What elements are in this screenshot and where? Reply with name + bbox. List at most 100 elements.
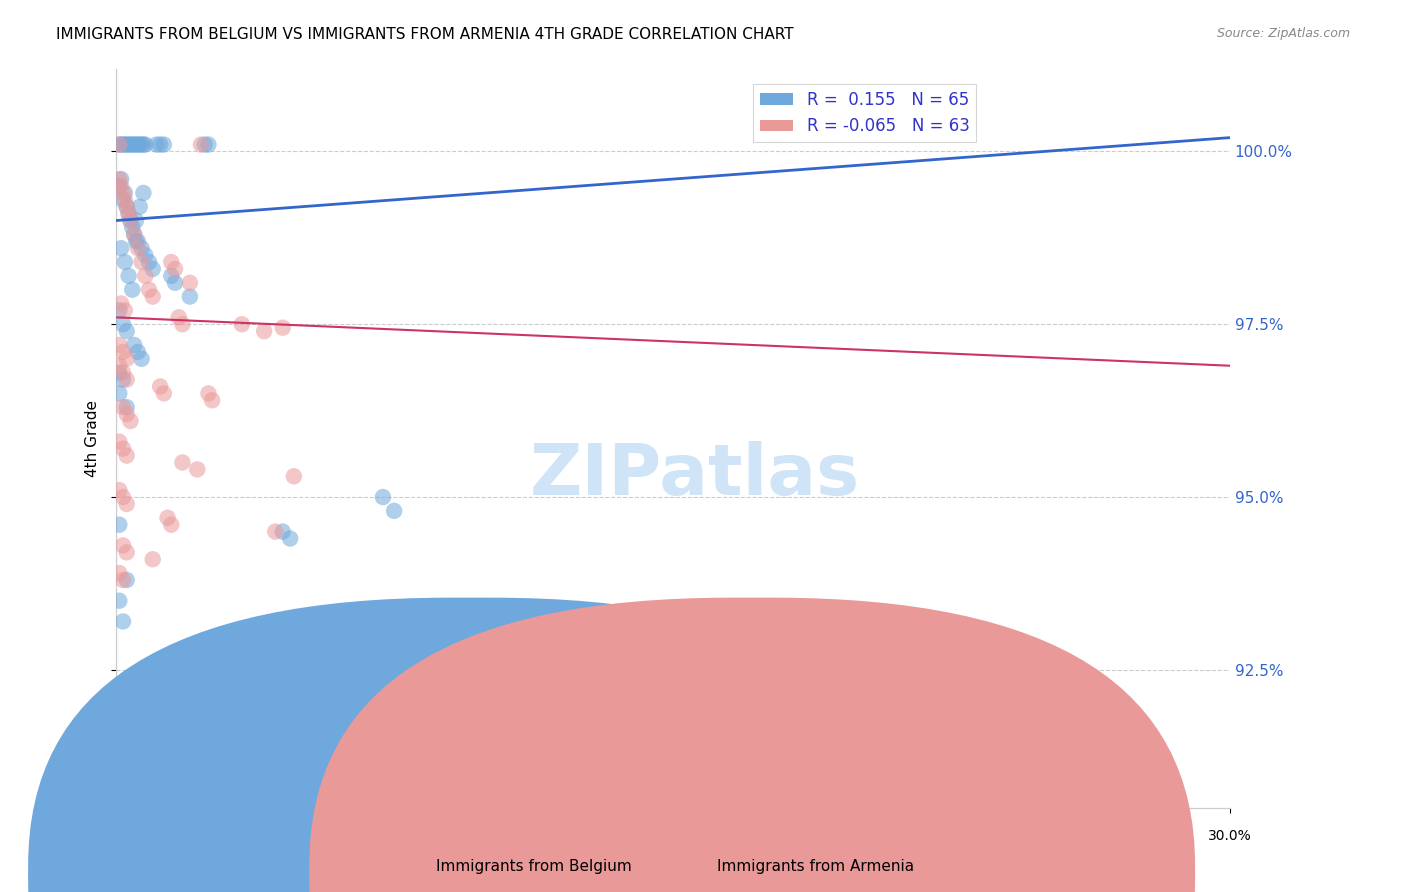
Point (108, 172, 131, 186)
Point (125, 235, 148, 249)
Point (145, 137, 167, 152)
Text: 0.0%: 0.0% (98, 829, 134, 843)
Point (108, 566, 131, 580)
Point (271, 320, 294, 334)
Point (108, 303, 131, 318)
Point (179, 290, 201, 304)
Point (156, 510, 179, 524)
Point (121, 137, 143, 152)
Point (194, 731, 217, 746)
Point (153, 386, 176, 401)
Text: ZIPatlas: ZIPatlas (530, 441, 860, 509)
Point (120, 213, 142, 227)
Point (125, 213, 148, 227)
Point (142, 290, 165, 304)
Point (108, 593, 131, 607)
Point (132, 186, 155, 200)
Point (122, 338, 145, 352)
Point (160, 268, 183, 283)
Point (120, 213, 142, 227)
Text: Immigrants from Armenia: Immigrants from Armenia (717, 859, 914, 874)
Point (122, 137, 145, 152)
Point (160, 517, 183, 532)
Point (163, 262, 186, 277)
Point (111, 615, 134, 629)
Point (121, 220, 143, 235)
Point (190, 137, 212, 152)
Text: IMMIGRANTS FROM BELGIUM VS IMMIGRANTS FROM ARMENIA 4TH GRADE CORRELATION CHART: IMMIGRANTS FROM BELGIUM VS IMMIGRANTS FR… (56, 27, 794, 42)
Point (131, 241, 153, 255)
Point (172, 455, 194, 469)
Point (111, 490, 134, 504)
Point (160, 255, 183, 269)
Point (382, 504, 405, 518)
Point (134, 248, 156, 262)
Point (110, 241, 132, 255)
Point (110, 172, 132, 186)
Point (108, 179, 131, 194)
Point (111, 400, 134, 414)
Point (149, 379, 172, 393)
Y-axis label: 4th Grade: 4th Grade (86, 400, 100, 477)
Point (371, 490, 394, 504)
Point (134, 268, 156, 283)
Point (108, 137, 131, 152)
Point (115, 200, 138, 214)
Text: 30.0%: 30.0% (1208, 829, 1251, 843)
Point (117, 268, 139, 283)
Point (108, 434, 131, 449)
Point (194, 137, 217, 152)
Point (115, 573, 138, 587)
Point (115, 400, 138, 414)
Point (115, 351, 138, 366)
Point (283, 469, 305, 483)
Point (114, 303, 136, 318)
Point (111, 193, 134, 207)
Point (114, 186, 136, 200)
Point (108, 366, 131, 380)
Point (111, 137, 134, 152)
Point (121, 283, 143, 297)
Point (117, 207, 139, 221)
Point (128, 200, 150, 214)
Point (138, 255, 160, 269)
Point (127, 137, 149, 152)
Point (128, 137, 150, 152)
Point (117, 137, 139, 152)
Point (127, 235, 149, 249)
Point (127, 241, 149, 255)
Point (115, 545, 138, 559)
Point (186, 462, 208, 476)
Point (114, 193, 136, 207)
Point (115, 449, 138, 463)
Point (108, 137, 131, 152)
Point (108, 483, 131, 497)
Point (142, 262, 165, 277)
Point (114, 255, 136, 269)
Point (115, 407, 138, 421)
Point (117, 207, 139, 221)
Point (167, 310, 190, 325)
Point (111, 186, 134, 200)
Point (138, 283, 160, 297)
Point (131, 255, 153, 269)
Point (111, 372, 134, 386)
Point (111, 573, 134, 587)
Point (115, 200, 138, 214)
Point (131, 351, 153, 366)
Point (108, 359, 131, 373)
Point (264, 524, 287, 539)
Point (131, 137, 153, 152)
Point (115, 497, 138, 511)
Point (197, 137, 219, 152)
Point (110, 179, 132, 194)
Point (110, 296, 132, 310)
Point (122, 227, 145, 242)
Point (253, 324, 276, 338)
Point (111, 442, 134, 456)
Point (278, 532, 301, 546)
Point (110, 137, 132, 152)
Point (132, 137, 155, 152)
Point (115, 137, 138, 152)
Point (153, 137, 176, 152)
